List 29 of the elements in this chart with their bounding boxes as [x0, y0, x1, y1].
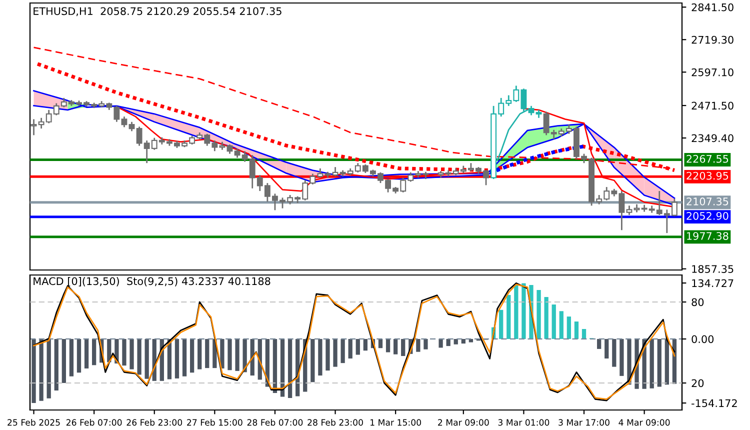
x-tick-label: 26 Feb 07:00: [66, 419, 122, 426]
chart-title: ETHUSD,H1 2058.75 2120.29 2055.54 2107.35: [34, 7, 282, 16]
x-tick-label: 28 Feb 07:00: [247, 419, 303, 426]
ref-line-label: 1977.38: [687, 232, 728, 240]
x-tick-label: 26 Feb 23:00: [126, 419, 182, 426]
y-tick-label: 134.727: [692, 279, 734, 288]
x-tick-label: 28 Feb 23:00: [308, 419, 363, 426]
y-tick-label: -154.172: [692, 399, 737, 408]
y-tick-label: 2841.50: [692, 3, 734, 12]
x-tick-label: 3 Mar 01:00: [498, 419, 550, 426]
y2-tick-label: 20: [692, 379, 704, 388]
y2-tick-label: 80: [692, 298, 704, 306]
x-tick-label: 25 Feb 2025: [8, 419, 60, 426]
x-tick-label: 2 Mar 09:00: [438, 419, 489, 426]
x-tick-label: 4 Mar 09:00: [618, 419, 670, 426]
x-tick-label: 1 Mar 15:00: [370, 419, 422, 426]
y-tick-label: 0.00: [692, 335, 714, 344]
y-tick-label: 2719.30: [692, 36, 734, 44]
y-tick-label: 2471.50: [692, 102, 734, 110]
ref-line-label: 2052.90: [686, 212, 728, 220]
x-tick-label: 27 Feb 15:00: [187, 419, 242, 426]
x-tick-label: 3 Mar 17:00: [558, 419, 610, 426]
y-tick-label: 2349.40: [692, 134, 734, 142]
y-tick-label: 2597.10: [692, 68, 734, 76]
chart-title: MACD [0](13,50) Sto(9,2,5) 43.2337 40.1188: [34, 277, 270, 286]
ref-line-label: 2267.55: [686, 154, 728, 163]
ref-line-label: 2107.35: [686, 198, 728, 206]
y-tick-label: 1857.35: [692, 265, 734, 273]
ref-line-label: 2203.95: [686, 172, 728, 180]
